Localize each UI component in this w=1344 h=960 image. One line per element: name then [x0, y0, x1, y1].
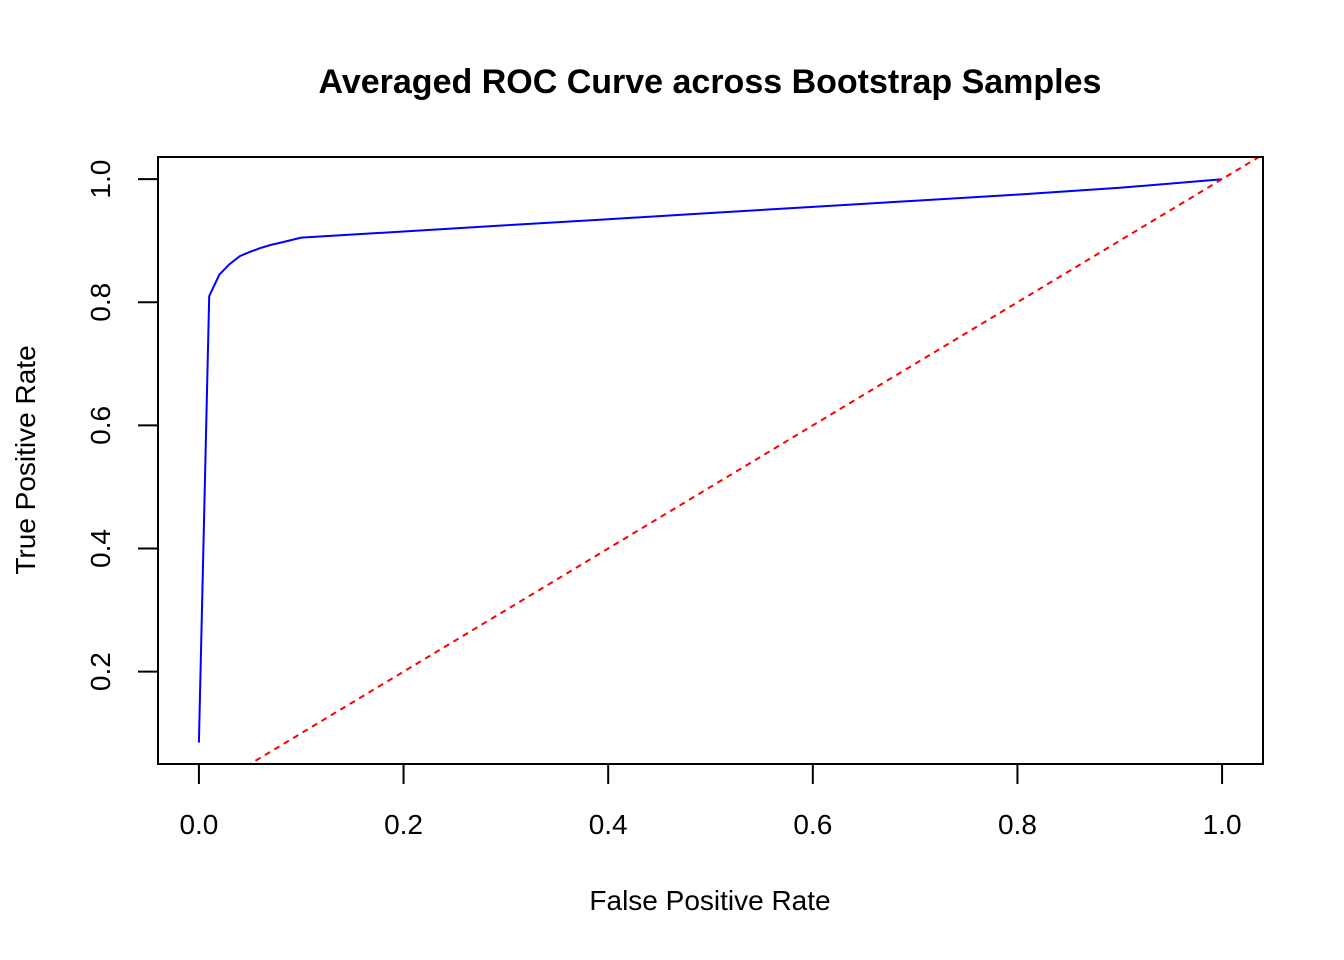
- y-tick-label: 1.0: [85, 160, 116, 199]
- y-tick-label: 0.4: [85, 529, 116, 568]
- roc-curve-line: [197, 178, 1223, 743]
- chart-title: Averaged ROC Curve across Bootstrap Samp…: [319, 63, 1102, 101]
- y-axis: 0.2 0.4 0.6 0.8 1.0: [85, 160, 158, 691]
- x-tick-label: 0.4: [589, 809, 628, 840]
- plot-lines: [197, 157, 1261, 764]
- x-tick-label: 0.0: [179, 809, 218, 840]
- x-tick-label: 0.6: [793, 809, 832, 840]
- plot-frame: [157, 156, 1264, 765]
- reference-diagonal-line: [248, 157, 1261, 764]
- y-tick-label: 0.6: [85, 406, 116, 445]
- y-tick-label: 0.8: [85, 283, 116, 322]
- x-axis: 0.0 0.2 0.4 0.6 0.8 1.0: [179, 764, 1242, 840]
- y-axis-label: True Positive Rate: [10, 345, 41, 574]
- y-tick-label: 0.2: [85, 652, 116, 691]
- x-tick-label: 1.0: [1203, 809, 1242, 840]
- x-axis-label: False Positive Rate: [589, 885, 830, 916]
- x-tick-label: 0.2: [384, 809, 423, 840]
- x-tick-label: 0.8: [998, 809, 1037, 840]
